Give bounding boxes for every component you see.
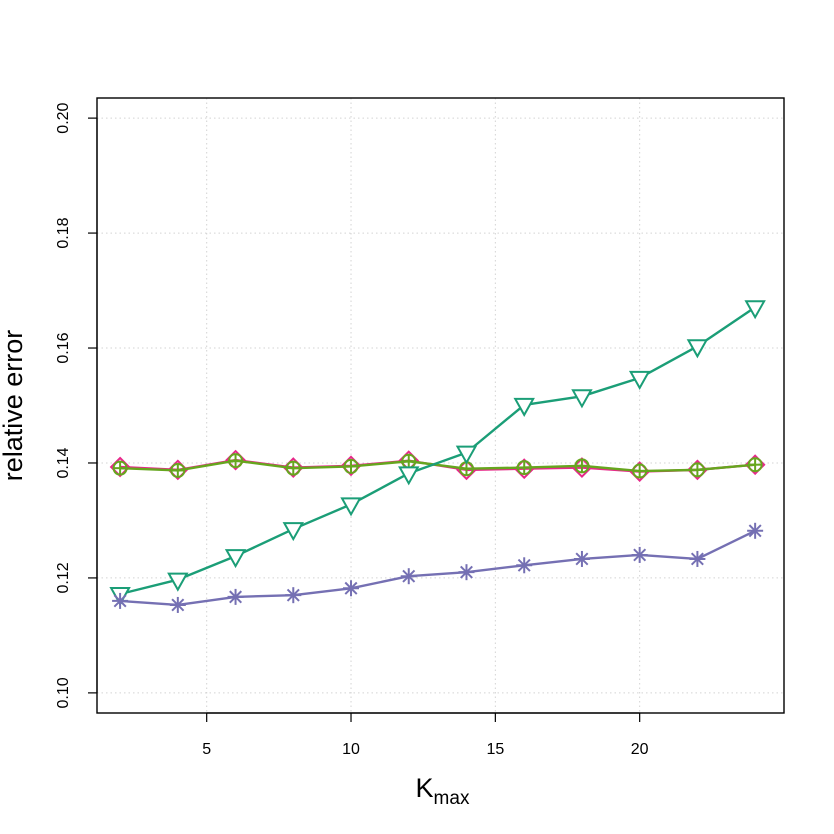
series-point [628, 370, 651, 390]
series-point [516, 460, 532, 476]
series-3 [109, 300, 766, 607]
point-stroke [633, 548, 647, 562]
series-point [224, 549, 247, 569]
y-tick-label: 0.12 [55, 562, 72, 593]
series-point [228, 453, 244, 469]
series-2 [112, 453, 763, 479]
series-point [513, 397, 535, 417]
series-point [747, 522, 764, 539]
series-point [744, 300, 766, 320]
point-stroke [344, 581, 358, 595]
point-stroke [229, 590, 243, 604]
series-point [686, 339, 709, 359]
series-point [112, 592, 129, 609]
series-point [458, 564, 475, 581]
series-point [571, 389, 593, 409]
series-point [632, 463, 648, 479]
plot-frame [96, 97, 785, 714]
series-layer [109, 300, 766, 613]
series-4 [112, 522, 764, 613]
series-point [401, 453, 417, 469]
series-line [120, 529, 756, 607]
point-stroke [575, 552, 589, 566]
y-axis-title: relative error [0, 330, 28, 482]
x-tick-label: 5 [202, 741, 211, 758]
x-axis-title-subscript: max [434, 788, 470, 809]
y-tick-label: 0.18 [55, 217, 72, 248]
series-point [573, 550, 590, 567]
series-point [169, 596, 186, 613]
series-point [689, 550, 706, 567]
x-tick-label: 20 [631, 741, 649, 758]
series-point [400, 568, 417, 585]
series-point [631, 546, 648, 563]
series-point [343, 458, 359, 474]
point-stroke [690, 552, 704, 566]
series-point [516, 557, 533, 574]
x-tick-label: 15 [486, 741, 504, 758]
y-tick-label: 0.20 [55, 102, 72, 133]
series-point [282, 522, 304, 542]
point-stroke [460, 565, 473, 579]
series-point [340, 497, 362, 517]
series-point [167, 572, 189, 592]
x-axis-title: Kmax [416, 773, 470, 809]
x-tick-label: 10 [342, 741, 360, 758]
series-point [227, 588, 244, 605]
series-point [574, 458, 590, 474]
point-stroke [402, 569, 416, 583]
y-tick-label: 0.10 [55, 677, 72, 708]
point-stroke [171, 598, 185, 612]
grid [97, 98, 784, 713]
y-tick-label: 0.16 [55, 332, 72, 363]
series-point [455, 445, 478, 465]
series-point [747, 457, 763, 473]
series-point [398, 466, 420, 486]
point-stroke [748, 524, 762, 538]
series-point [285, 460, 301, 476]
series-line [119, 306, 756, 596]
x-axis-title-main: K [416, 773, 434, 803]
series-line [120, 459, 756, 473]
point-stroke [517, 558, 531, 572]
y-tick-label: 0.14 [55, 447, 72, 478]
series-point [689, 462, 705, 478]
series-point [285, 587, 302, 604]
series-point [343, 580, 360, 597]
axes: 5 10 15 20 0.10 0.12 0.14 0.16 0.18 0.20 [55, 102, 649, 758]
series-point [170, 462, 186, 478]
point-stroke [286, 588, 300, 602]
point-stroke [113, 594, 127, 608]
series-point [112, 460, 128, 476]
